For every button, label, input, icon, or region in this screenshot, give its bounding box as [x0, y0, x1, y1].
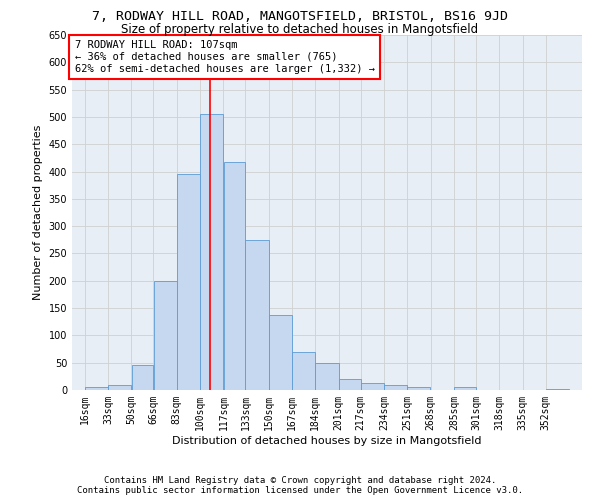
Bar — [131, 366, 154, 390]
Y-axis label: Number of detached properties: Number of detached properties — [33, 125, 43, 300]
Text: Contains HM Land Registry data © Crown copyright and database right 2024.
Contai: Contains HM Land Registry data © Crown c… — [77, 476, 523, 495]
Bar — [384, 385, 407, 390]
Bar — [454, 388, 476, 390]
Bar — [224, 162, 245, 390]
Bar — [177, 174, 200, 390]
Text: Size of property relative to detached houses in Mangotsfield: Size of property relative to detached ho… — [121, 22, 479, 36]
Bar — [108, 384, 131, 390]
Bar — [339, 379, 361, 390]
Text: 7 RODWAY HILL ROAD: 107sqm
← 36% of detached houses are smaller (765)
62% of sem: 7 RODWAY HILL ROAD: 107sqm ← 36% of deta… — [74, 40, 374, 74]
Bar — [361, 384, 384, 390]
Bar — [546, 389, 569, 390]
Bar — [200, 114, 223, 390]
X-axis label: Distribution of detached houses by size in Mangotsfield: Distribution of detached houses by size … — [172, 436, 482, 446]
Bar — [407, 388, 430, 390]
Bar — [292, 352, 315, 390]
Bar — [316, 362, 338, 390]
Bar — [85, 388, 108, 390]
Bar — [269, 315, 292, 390]
Text: 7, RODWAY HILL ROAD, MANGOTSFIELD, BRISTOL, BS16 9JD: 7, RODWAY HILL ROAD, MANGOTSFIELD, BRIST… — [92, 10, 508, 23]
Bar — [154, 281, 176, 390]
Bar — [245, 240, 269, 390]
